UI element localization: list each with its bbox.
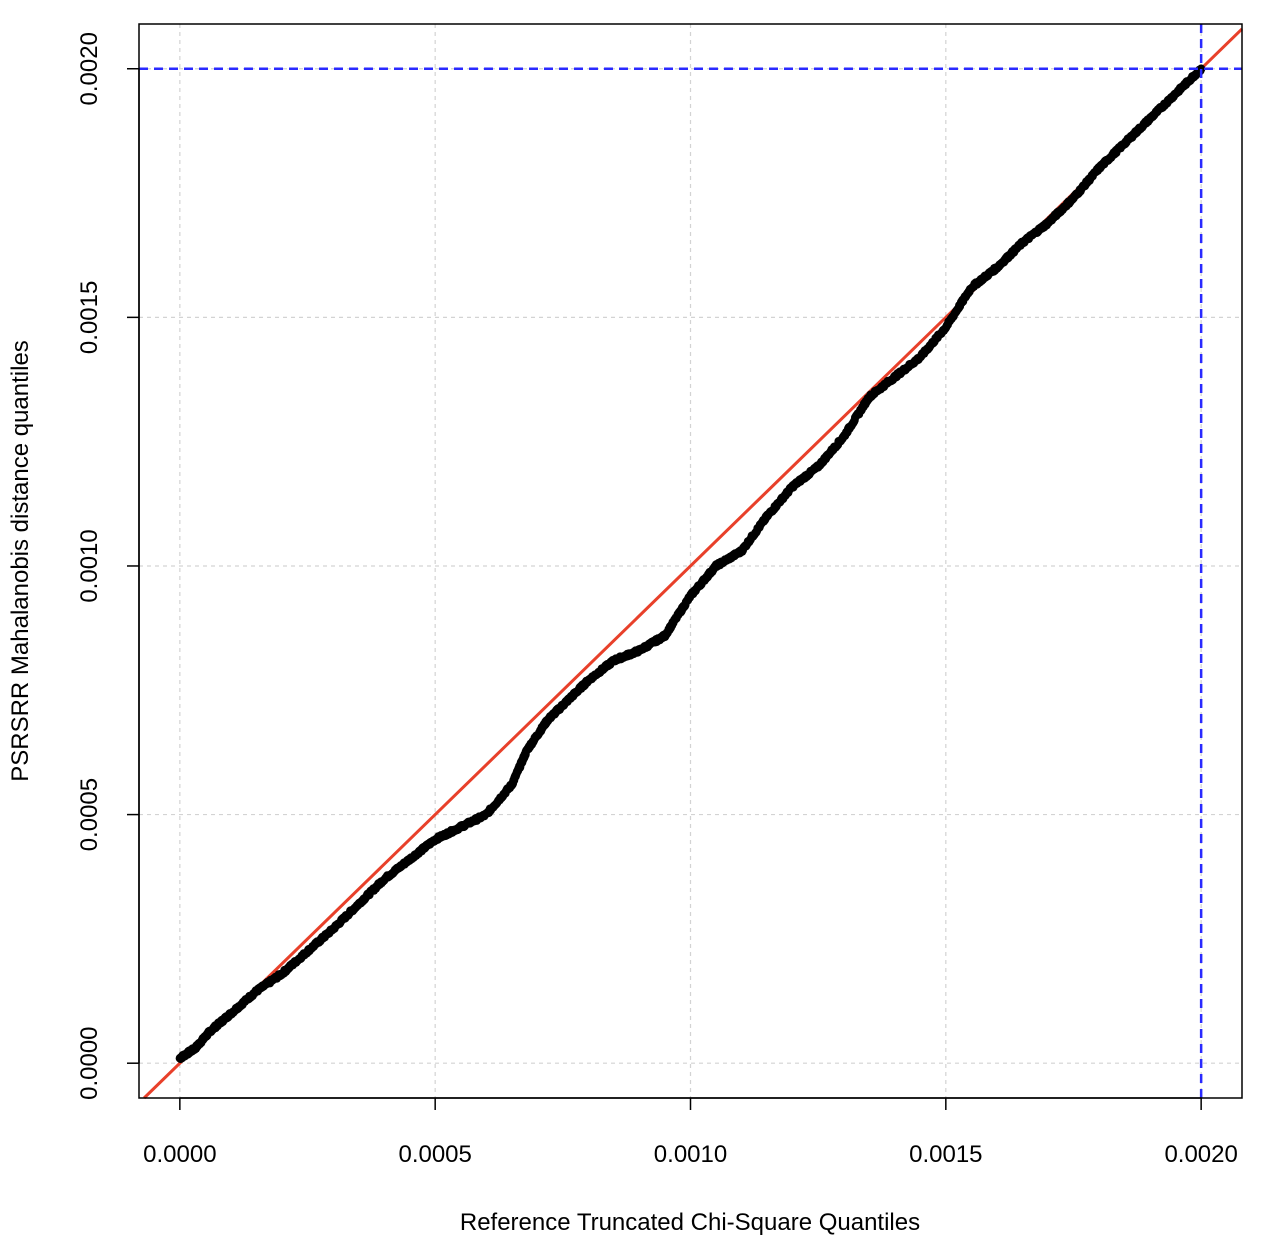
y-tick-label: 0.0015 xyxy=(76,281,103,354)
cutoff-lines xyxy=(139,24,1242,1098)
x-tick-label: 0.0005 xyxy=(398,1141,471,1168)
y-tick-label: 0.0005 xyxy=(76,778,103,851)
data-point xyxy=(1196,64,1206,73)
y-tick-label: 0.0010 xyxy=(76,529,103,602)
x-axis: 0.0000 0.0005 0.0010 0.0015 0.0020 xyxy=(143,1097,1238,1168)
x-tick-label: 0.0015 xyxy=(909,1141,982,1168)
grid-lines xyxy=(139,24,1242,1098)
y-axis: 0.0000 0.0005 0.0010 0.0015 0.0020 xyxy=(76,32,140,1100)
x-tick-label: 0.0020 xyxy=(1164,1141,1237,1168)
data-points xyxy=(175,64,1206,1064)
x-tick-label: 0.0010 xyxy=(654,1141,727,1168)
y-tick-label: 0.0000 xyxy=(76,1026,103,1099)
x-tick-label: 0.0000 xyxy=(143,1141,216,1168)
x-axis-title: Reference Truncated Chi-Square Quantiles xyxy=(460,1209,920,1236)
y-axis-title: PSRSRR Mahalanobis distance quantiles xyxy=(7,340,34,782)
y-tick-label: 0.0020 xyxy=(76,32,103,105)
